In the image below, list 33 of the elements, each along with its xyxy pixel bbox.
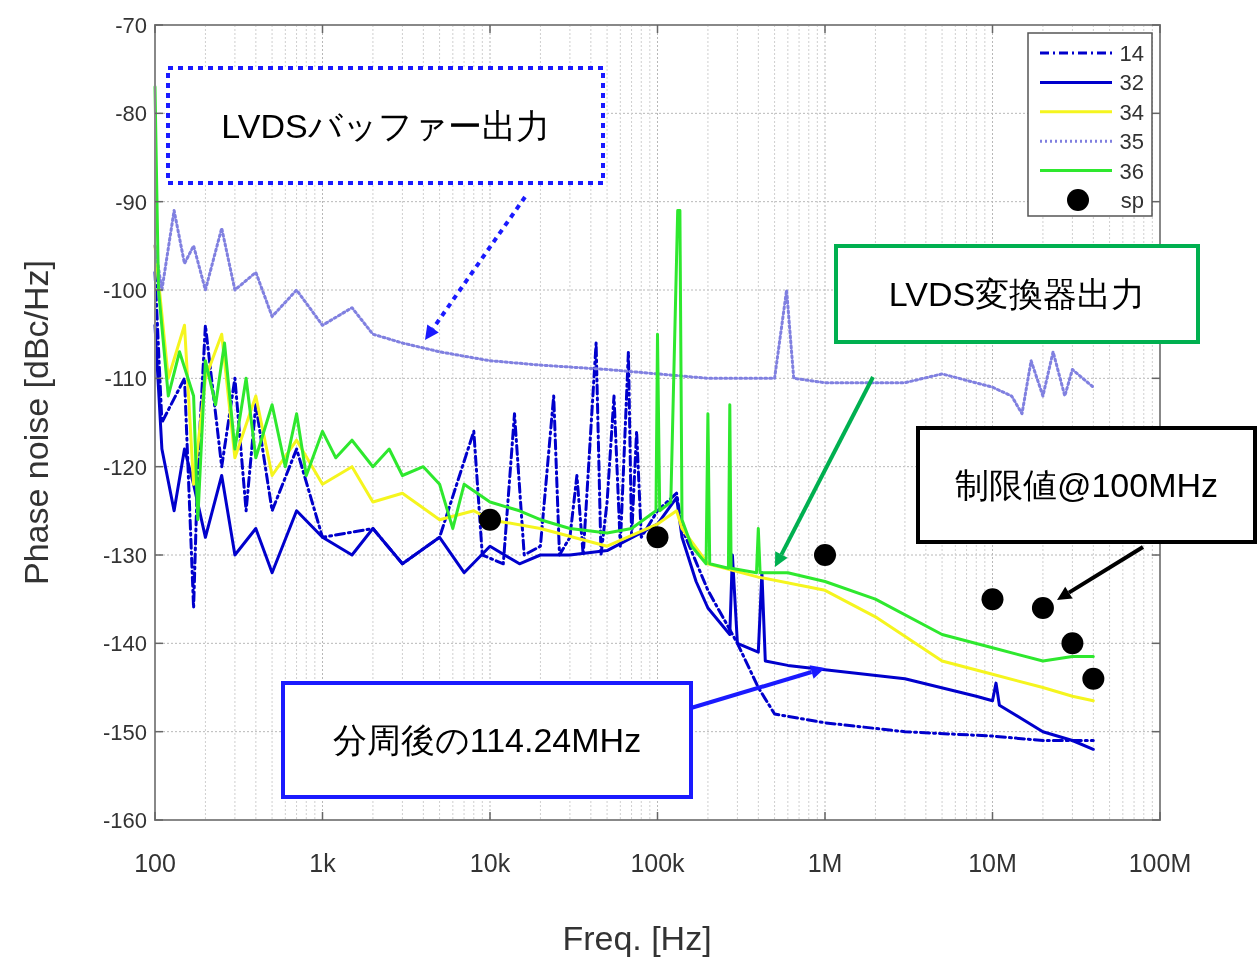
y-tick-label: -120 xyxy=(102,454,147,480)
x-tick-label: 1k xyxy=(309,849,337,877)
y-axis-title: Phase noise [dBc/Hz] xyxy=(17,259,55,586)
legend-label: 34 xyxy=(1119,99,1144,125)
legend-label: sp xyxy=(1120,188,1144,213)
x-tick-label: 10k xyxy=(469,849,511,877)
annotation: LVDS変換器出力 xyxy=(888,275,1146,313)
x-axis-title: Freq. [Hz] xyxy=(562,919,712,957)
annotation: 制限値@100MHz xyxy=(916,426,1257,544)
legend-label: 35 xyxy=(1119,129,1144,155)
x-tick-label: 1M xyxy=(807,849,843,877)
y-tick-label: -80 xyxy=(115,101,147,127)
annotation: 制限値@100MHz xyxy=(954,466,1219,504)
y-tick-label: -90 xyxy=(115,189,147,215)
y-tick-label: -140 xyxy=(102,631,147,657)
y-tick-label: -100 xyxy=(102,278,147,303)
legend-label: 32 xyxy=(1119,70,1144,96)
annotation: 分周後の114.24MHz xyxy=(281,681,693,799)
x-tick-label: 100M xyxy=(1128,849,1192,877)
y-tick-label: -110 xyxy=(104,366,147,392)
annotation: LVDS変換器出力 xyxy=(834,244,1200,344)
legend-label: 14 xyxy=(1119,41,1144,66)
x-tick-label: 10M xyxy=(968,849,1017,877)
x-tick-label: 100k xyxy=(630,849,686,877)
annotation: LVDSバッファー出力 xyxy=(166,66,605,185)
y-tick-label: -160 xyxy=(102,808,147,833)
x-tick-label: 100 xyxy=(134,849,176,877)
y-tick-label: -150 xyxy=(102,719,147,745)
y-tick-label: -70 xyxy=(115,13,147,38)
y-tick-label: -130 xyxy=(102,543,147,568)
annotation: 分周後の114.24MHz xyxy=(332,721,642,759)
legend-label: 36 xyxy=(1119,158,1144,184)
annotation: LVDSバッファー出力 xyxy=(221,106,550,145)
